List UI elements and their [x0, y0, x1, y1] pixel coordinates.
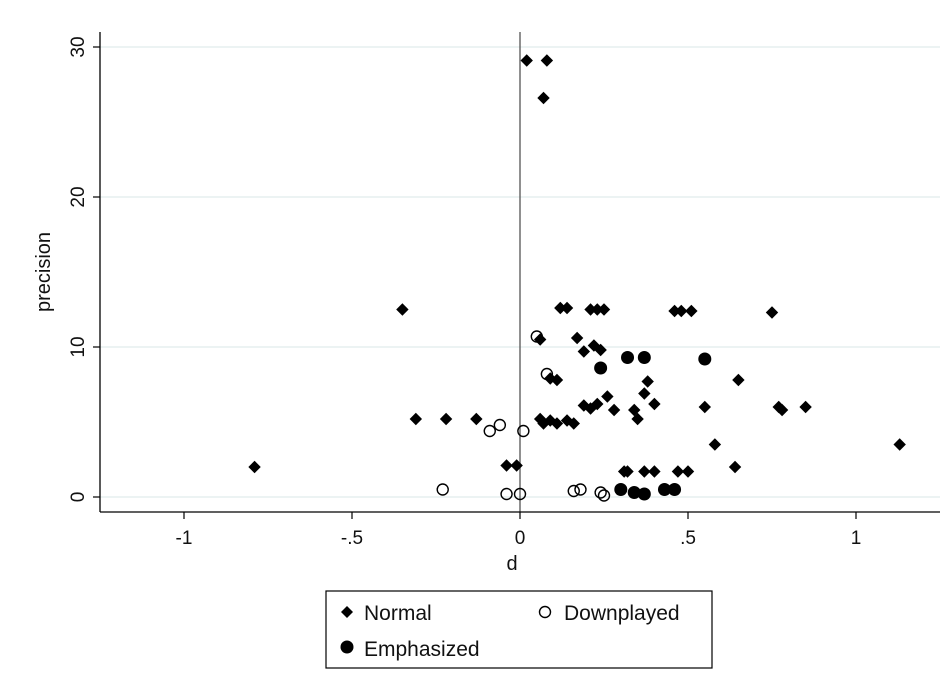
emphasized-point-1 — [637, 351, 651, 364]
downplayed-point-3 — [483, 424, 496, 438]
y-tick-label-3: 30 — [68, 36, 89, 57]
normal-point-31 — [698, 400, 711, 414]
downplayed-point-11 — [597, 489, 611, 502]
downplayed-point-4 — [517, 424, 530, 438]
normal-point-37 — [470, 412, 483, 426]
legend: Normal Downplayed Emphasized — [325, 590, 713, 669]
normal-point-46 — [248, 460, 261, 474]
normal-point-19 — [550, 373, 564, 387]
normal-point-32 — [772, 400, 785, 414]
legend-label-normal: Normal — [364, 602, 432, 625]
normal-point-41 — [550, 417, 564, 430]
normal-point-5 — [560, 301, 574, 315]
y-tick-label-1: 10 — [68, 336, 89, 357]
emphasized-point-6 — [637, 487, 651, 501]
x-tick-label-4: 1 — [851, 528, 862, 549]
legend-marker-downplayed-icon — [538, 605, 552, 619]
normal-point-36 — [439, 412, 453, 426]
x-tick-label-2: 0 — [515, 528, 526, 549]
normal-point-24 — [591, 397, 604, 411]
downplayed-point-10 — [594, 486, 607, 499]
downplayed-point-8 — [567, 484, 580, 498]
emphasized-point-0 — [621, 351, 635, 364]
series-emphasized — [594, 351, 712, 501]
legend-label-downplayed: Downplayed — [564, 602, 680, 625]
normal-point-6 — [584, 303, 597, 316]
legend-marker-normal-icon — [341, 606, 353, 618]
normal-point-22 — [601, 390, 614, 403]
normal-point-15 — [587, 339, 601, 352]
normal-point-42 — [560, 414, 574, 427]
normal-point-29 — [648, 397, 661, 411]
normal-point-38 — [533, 412, 547, 426]
normal-point-44 — [708, 438, 722, 451]
y-tick-label-2: 20 — [68, 186, 89, 207]
downplayed-point-2 — [493, 418, 507, 432]
normal-point-14 — [570, 331, 584, 345]
normal-point-16 — [594, 343, 607, 357]
normal-point-34 — [799, 400, 812, 414]
legend-box — [325, 590, 713, 669]
emphasized-point-7 — [657, 483, 671, 496]
series-downplayed — [436, 330, 611, 502]
normal-point-9 — [668, 304, 681, 318]
normal-point-7 — [591, 303, 604, 316]
normal-point-45 — [893, 438, 906, 451]
normal-point-4 — [554, 301, 567, 315]
normal-point-3 — [396, 303, 409, 316]
downplayed-point-6 — [500, 487, 513, 501]
normal-point-35 — [409, 412, 423, 426]
normal-point-21 — [638, 387, 651, 400]
normal-point-50 — [621, 465, 634, 478]
downplayed-point-5 — [436, 483, 449, 496]
normal-point-48 — [510, 459, 523, 472]
data-points — [248, 54, 906, 502]
y-tick-label-0: 0 — [68, 492, 89, 503]
emphasized-point-3 — [594, 361, 608, 375]
normal-point-0 — [520, 54, 533, 67]
normal-point-55 — [728, 460, 742, 474]
normal-point-20 — [641, 375, 654, 388]
normal-point-33 — [775, 403, 789, 417]
emphasized-point-5 — [627, 486, 641, 499]
normal-point-1 — [540, 54, 554, 67]
normal-point-27 — [607, 403, 621, 417]
ticks: 0 10 20 30 -1 -.5 0 .5 1 — [68, 36, 861, 549]
x-tick-label-1: -.5 — [341, 528, 363, 549]
downplayed-point-1 — [540, 367, 554, 381]
x-tick-label-3: .5 — [680, 528, 696, 549]
emphasized-point-4 — [614, 483, 628, 496]
legend-label-emphasized: Emphasized — [364, 638, 480, 661]
normal-point-10 — [675, 304, 688, 318]
normal-point-2 — [537, 91, 550, 105]
normal-point-51 — [638, 465, 651, 478]
normal-point-54 — [681, 465, 695, 478]
normal-point-30 — [631, 412, 644, 426]
normal-point-12 — [765, 306, 779, 319]
normal-point-47 — [500, 459, 513, 472]
normal-point-43 — [567, 417, 580, 430]
normal-point-11 — [685, 304, 698, 318]
downplayed-point-0 — [530, 330, 543, 343]
normal-point-17 — [577, 345, 591, 358]
y-axis-label: precision — [33, 232, 55, 312]
normal-point-23 — [732, 373, 745, 387]
normal-point-52 — [648, 465, 661, 478]
downplayed-point-7 — [513, 487, 527, 501]
x-axis-label: d — [506, 553, 517, 575]
normal-point-8 — [597, 303, 611, 316]
normal-point-26 — [584, 402, 597, 415]
legend-marker-emphasized-icon — [340, 640, 354, 654]
emphasized-point-2 — [698, 352, 712, 366]
x-tick-label-0: -1 — [176, 528, 193, 549]
downplayed-point-9 — [574, 483, 587, 496]
normal-point-53 — [671, 465, 685, 478]
emphasized-point-8 — [668, 483, 682, 496]
